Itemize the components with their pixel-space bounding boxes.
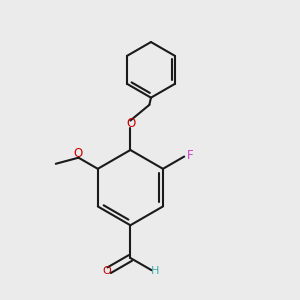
Text: O: O [73, 147, 82, 160]
Text: O: O [102, 266, 111, 276]
Text: O: O [126, 117, 135, 130]
Text: H: H [151, 266, 159, 276]
Text: F: F [187, 149, 194, 162]
